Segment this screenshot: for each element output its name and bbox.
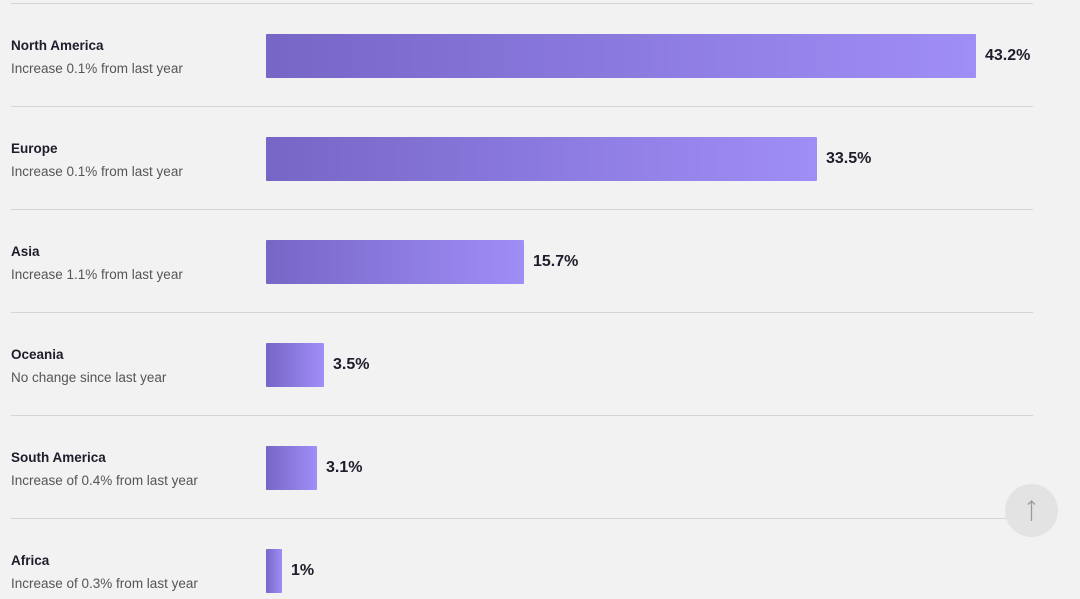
bar-africa <box>266 549 282 593</box>
category-label: Africa <box>11 553 50 568</box>
category-label: North America <box>11 38 104 53</box>
bar-value-label: 15.7% <box>533 253 579 270</box>
category-label: Asia <box>11 244 40 259</box>
category-label: Europe <box>11 141 58 156</box>
change-note: Increase 1.1% from last year <box>11 267 183 282</box>
change-note: Increase 0.1% from last year <box>11 164 183 179</box>
chart-row-africa: Africa Increase of 0.3% from last year 1% <box>0 519 1080 599</box>
bar-value-label: 43.2% <box>985 47 1031 64</box>
chart-row-asia: Asia Increase 1.1% from last year 15.7% <box>0 210 1080 313</box>
row-divider <box>11 106 1033 107</box>
chart-row-europe: Europe Increase 0.1% from last year 33.5% <box>0 107 1080 210</box>
chart-row-north-america: North America Increase 0.1% from last yea… <box>0 4 1080 107</box>
change-note: Increase of 0.3% from last year <box>11 576 198 591</box>
bar-europe <box>266 137 817 181</box>
row-divider <box>11 209 1033 210</box>
bar-value-label: 1% <box>291 562 315 579</box>
change-note: Increase 0.1% from last year <box>11 61 183 76</box>
row-divider <box>11 415 1033 416</box>
bar-south-america <box>266 446 317 490</box>
bar-value-label: 3.1% <box>326 459 363 476</box>
bar-value-label: 3.5% <box>333 356 370 373</box>
divider-top <box>11 3 1033 4</box>
scroll-to-top-button[interactable] <box>1005 484 1058 537</box>
row-divider <box>11 312 1033 313</box>
bar-value-label: 33.5% <box>826 150 872 167</box>
arrow-up-icon <box>1027 500 1036 521</box>
category-label: South America <box>11 450 106 465</box>
bar-oceania <box>266 343 324 387</box>
bar-asia <box>266 240 524 284</box>
category-label: Oceania <box>11 347 64 362</box>
change-note: No change since last year <box>11 370 167 385</box>
bar-north-america <box>266 34 976 78</box>
change-note: Increase of 0.4% from last year <box>11 473 198 488</box>
chart-row-south-america: South America Increase of 0.4% from last … <box>0 416 1080 519</box>
chart-row-oceania: Oceania No change since last year 3.5% <box>0 313 1080 416</box>
row-divider <box>11 518 1033 519</box>
